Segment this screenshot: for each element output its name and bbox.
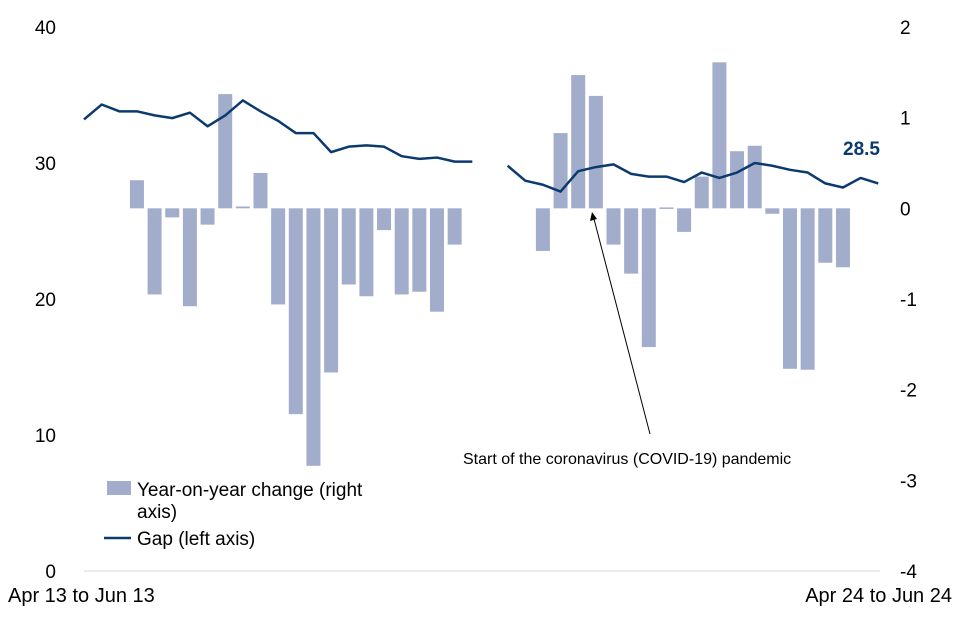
bar — [147, 208, 162, 295]
bar — [694, 176, 709, 209]
bar — [394, 208, 409, 295]
right-tick-label: 1 — [900, 109, 911, 130]
bar — [800, 208, 815, 370]
line-series — [83, 99, 879, 193]
pandemic-annotation: Start of the coronavirus (COVID-19) pand… — [463, 212, 791, 468]
bar — [747, 145, 762, 209]
bar — [818, 208, 833, 263]
gap-line-segment — [83, 99, 473, 163]
bar — [712, 62, 727, 209]
bar — [182, 208, 197, 307]
bar — [659, 207, 674, 209]
right-tick-label: -4 — [900, 562, 917, 583]
bar — [200, 208, 215, 225]
bar — [306, 208, 321, 466]
bar — [641, 208, 656, 348]
right-tick-label: -3 — [900, 471, 917, 492]
legend-bar-label-line2: axis) — [137, 502, 177, 523]
right-tick-label: -1 — [900, 290, 917, 311]
bar — [835, 208, 850, 268]
bar — [606, 208, 621, 245]
bar — [553, 133, 568, 209]
bar — [288, 208, 303, 415]
left-tick-label: 0 — [45, 562, 56, 583]
right-tick-label: 2 — [900, 18, 911, 39]
annotation-arrow-line — [593, 218, 651, 435]
left-tick-label: 20 — [35, 290, 56, 311]
bar — [235, 206, 250, 209]
right-axis-ticks: -4 -3 -2 -1 0 1 2 — [900, 18, 917, 583]
bar — [129, 180, 144, 209]
legend-line-label: Gap (left axis) — [137, 529, 255, 550]
bar — [588, 95, 603, 209]
gap-line-segment — [506, 161, 879, 193]
bar — [447, 208, 462, 245]
left-tick-label: 10 — [35, 426, 56, 447]
bar — [359, 208, 374, 297]
bar — [165, 208, 180, 218]
bar — [730, 151, 745, 209]
bar — [377, 208, 392, 231]
right-tick-label: 0 — [900, 199, 911, 220]
annotation-arrowhead — [590, 212, 597, 221]
right-tick-label: -2 — [900, 381, 917, 402]
bar-series — [129, 62, 850, 466]
bar — [624, 208, 639, 274]
end-value-label: 28.5 — [843, 139, 880, 160]
legend-bar-label: Year-on-year change (right axis) — [137, 480, 368, 523]
legend-bar-swatch — [107, 481, 131, 495]
bar — [412, 208, 427, 292]
left-axis-ticks: 0 10 20 30 40 — [35, 18, 56, 583]
x-tick-label-start: Apr 13 to Jun 13 — [8, 585, 155, 607]
bar — [218, 94, 233, 209]
bar — [430, 208, 444, 312]
bar — [765, 208, 780, 214]
legend-bar-label-line1: Year-on-year change (right — [137, 480, 363, 501]
bar — [253, 172, 268, 209]
annotation-text: Start of the coronavirus (COVID-19) pand… — [463, 451, 791, 468]
bar — [271, 208, 286, 305]
bar — [783, 208, 797, 369]
legend: Year-on-year change (right axis) Gap (le… — [104, 480, 368, 550]
left-tick-label: 40 — [35, 18, 56, 39]
bar — [571, 75, 586, 209]
bar — [341, 208, 356, 285]
left-tick-label: 30 — [35, 154, 56, 175]
x-tick-label-end: Apr 24 to Jun 24 — [805, 585, 952, 607]
bar — [324, 208, 339, 373]
bar — [677, 208, 692, 232]
bar — [535, 208, 550, 251]
